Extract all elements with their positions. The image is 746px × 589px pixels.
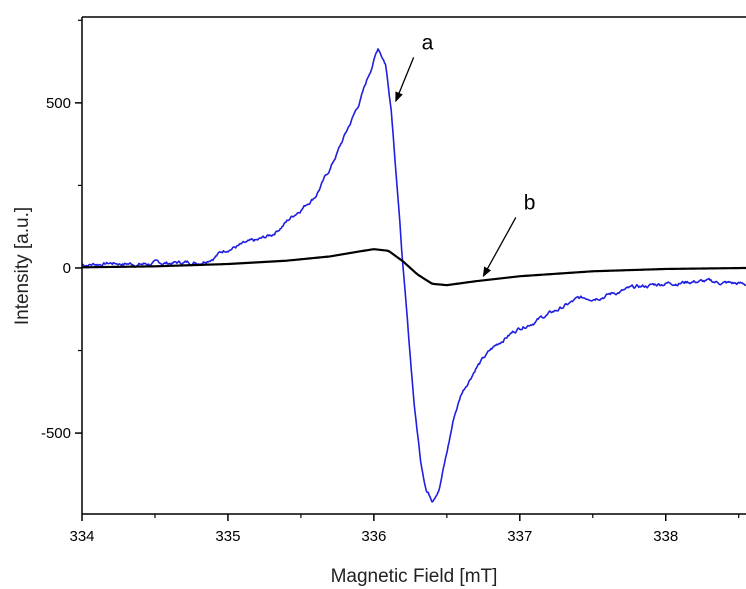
- annotation-label-a: a: [422, 31, 434, 54]
- annotation-layer: ab: [395, 31, 536, 278]
- y-tick-label: -500: [41, 425, 71, 442]
- x-ticks: 334 335 336 337 338: [69, 514, 740, 545]
- y-tick-label: 500: [46, 95, 71, 112]
- x-tick-label: 335: [215, 528, 240, 545]
- y-tick-label: 0: [63, 260, 71, 277]
- series-line-a: [82, 48, 746, 503]
- x-tick-label: 338: [653, 528, 678, 545]
- x-axis-title: Magnetic Field [mT]: [331, 566, 498, 587]
- y-ticks: -500 0 500: [41, 19, 82, 442]
- x-tick-label: 336: [361, 528, 386, 545]
- annotation-arrow-b: [482, 217, 517, 278]
- x-tick-label: 334: [69, 528, 94, 545]
- y-axis-title: Intensity [a.u.]: [12, 207, 33, 325]
- x-tick-label: 337: [507, 528, 532, 545]
- series-line-b: [82, 248, 746, 287]
- series-layer: [82, 48, 746, 503]
- annotation-label-b: b: [524, 191, 536, 214]
- annotation-arrow-a: [395, 57, 415, 103]
